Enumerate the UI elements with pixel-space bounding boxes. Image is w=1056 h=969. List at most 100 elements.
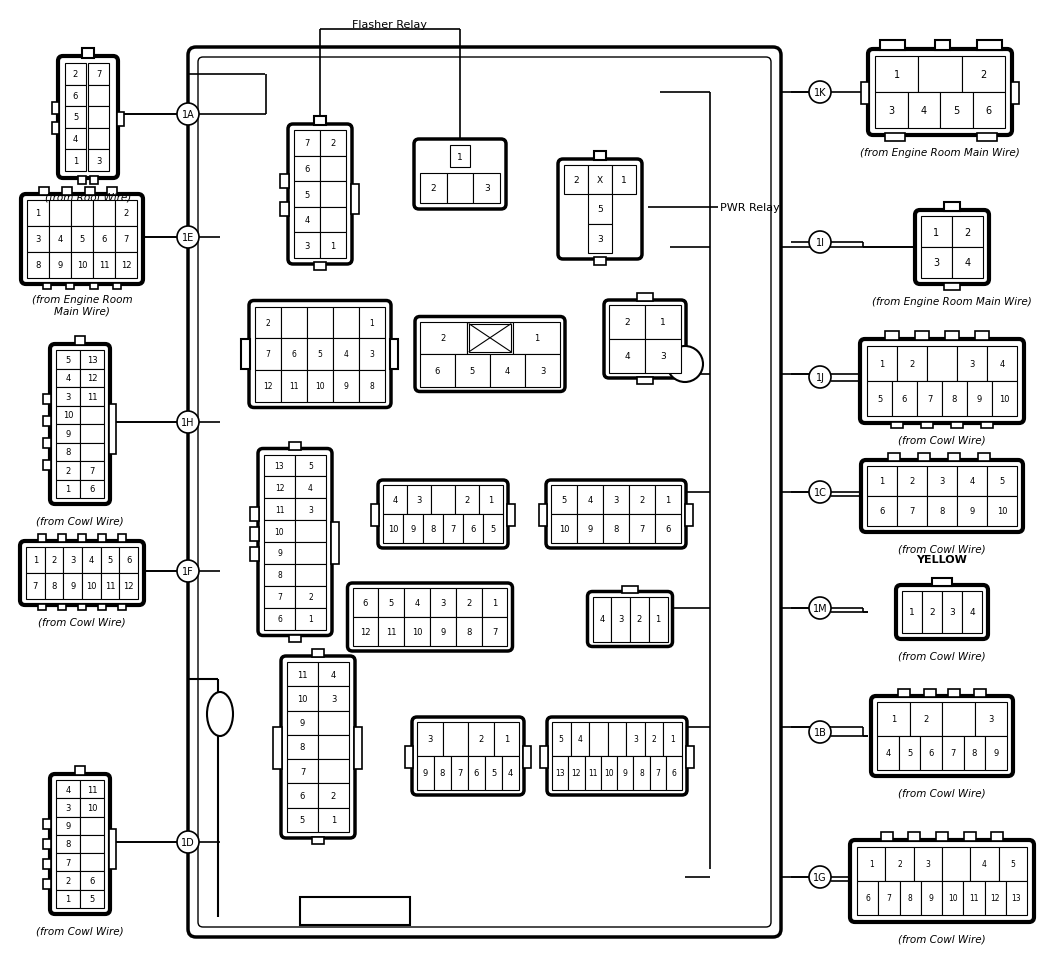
Bar xyxy=(944,203,960,212)
Text: 3: 3 xyxy=(969,359,975,368)
Bar xyxy=(56,817,80,835)
Bar xyxy=(295,586,326,608)
Text: 2: 2 xyxy=(308,593,313,602)
Bar xyxy=(924,689,936,698)
FancyBboxPatch shape xyxy=(850,840,1034,922)
Bar xyxy=(287,687,318,711)
Text: 2: 2 xyxy=(624,318,629,328)
Text: 1: 1 xyxy=(331,241,336,250)
Text: 5: 5 xyxy=(907,749,912,758)
FancyBboxPatch shape xyxy=(281,656,355,838)
Bar xyxy=(80,424,103,443)
Text: 2: 2 xyxy=(466,599,471,608)
Circle shape xyxy=(177,227,199,249)
Bar xyxy=(289,635,301,641)
Text: 2: 2 xyxy=(478,735,484,744)
Text: 3: 3 xyxy=(70,556,75,565)
Text: 4: 4 xyxy=(969,477,975,486)
Bar xyxy=(281,307,307,339)
Circle shape xyxy=(177,831,199,853)
Bar xyxy=(921,248,953,279)
Bar xyxy=(617,756,634,790)
Bar xyxy=(100,574,119,600)
FancyBboxPatch shape xyxy=(249,301,391,408)
Text: 3: 3 xyxy=(540,366,545,375)
Bar xyxy=(264,608,295,630)
Bar xyxy=(264,543,295,564)
Bar xyxy=(287,760,318,784)
Circle shape xyxy=(809,721,831,743)
Bar xyxy=(241,340,250,369)
Text: 10: 10 xyxy=(297,694,307,703)
Bar xyxy=(295,564,326,586)
Bar xyxy=(417,756,434,790)
Bar xyxy=(663,722,682,756)
Bar xyxy=(56,406,80,424)
Bar xyxy=(71,227,93,253)
Bar xyxy=(39,188,49,196)
Bar xyxy=(655,515,681,544)
Bar xyxy=(56,461,80,480)
Bar xyxy=(280,203,289,217)
Bar xyxy=(875,93,907,129)
Bar xyxy=(56,854,80,871)
Bar xyxy=(56,835,80,854)
Bar xyxy=(447,173,473,203)
Bar xyxy=(78,535,86,543)
Bar xyxy=(857,881,879,915)
Bar xyxy=(935,41,950,51)
Bar xyxy=(420,355,455,387)
Text: 2: 2 xyxy=(266,319,270,328)
Text: 6: 6 xyxy=(902,394,907,403)
Bar xyxy=(945,331,959,341)
Bar xyxy=(942,382,967,417)
Bar xyxy=(26,547,44,574)
Text: (from Cowl Wire): (from Cowl Wire) xyxy=(38,617,126,627)
Bar xyxy=(523,746,531,768)
Text: 3: 3 xyxy=(940,477,945,486)
Text: 9: 9 xyxy=(277,548,282,558)
Bar xyxy=(65,150,86,172)
Bar xyxy=(65,108,86,129)
Circle shape xyxy=(667,347,703,383)
FancyBboxPatch shape xyxy=(50,345,110,505)
Bar xyxy=(588,195,612,225)
Text: 3: 3 xyxy=(925,860,930,868)
Text: 4: 4 xyxy=(969,608,975,617)
Text: 8: 8 xyxy=(52,582,57,591)
Text: 10: 10 xyxy=(87,582,96,591)
Bar xyxy=(490,355,525,387)
Text: 4: 4 xyxy=(393,495,398,505)
FancyBboxPatch shape xyxy=(860,340,1024,423)
Bar xyxy=(601,756,617,790)
Text: (from Cowl Wire): (from Cowl Wire) xyxy=(36,516,124,526)
Bar xyxy=(100,547,119,574)
Bar xyxy=(295,499,326,520)
FancyBboxPatch shape xyxy=(412,717,524,796)
Bar xyxy=(80,406,103,424)
Bar xyxy=(98,605,106,610)
Text: 1G: 1G xyxy=(813,872,827,882)
Text: 2: 2 xyxy=(431,184,436,193)
Bar xyxy=(307,307,333,339)
Bar xyxy=(885,847,913,881)
Text: 4: 4 xyxy=(65,374,71,383)
Bar xyxy=(985,736,1007,770)
Bar xyxy=(502,756,518,790)
Bar xyxy=(607,722,626,756)
Bar xyxy=(927,466,957,496)
Bar xyxy=(913,847,942,881)
Text: 10: 10 xyxy=(62,411,73,420)
Bar xyxy=(43,460,51,471)
Bar xyxy=(927,496,957,526)
FancyBboxPatch shape xyxy=(415,317,565,392)
Bar xyxy=(964,736,985,770)
Text: (from Engine Room Main Wire): (from Engine Room Main Wire) xyxy=(872,297,1032,306)
Bar xyxy=(80,461,103,480)
Text: 5: 5 xyxy=(108,556,113,565)
Text: 2: 2 xyxy=(331,792,336,800)
Text: 9: 9 xyxy=(300,718,305,728)
Bar xyxy=(897,496,927,526)
Bar xyxy=(430,588,456,617)
Text: 6: 6 xyxy=(985,106,992,116)
